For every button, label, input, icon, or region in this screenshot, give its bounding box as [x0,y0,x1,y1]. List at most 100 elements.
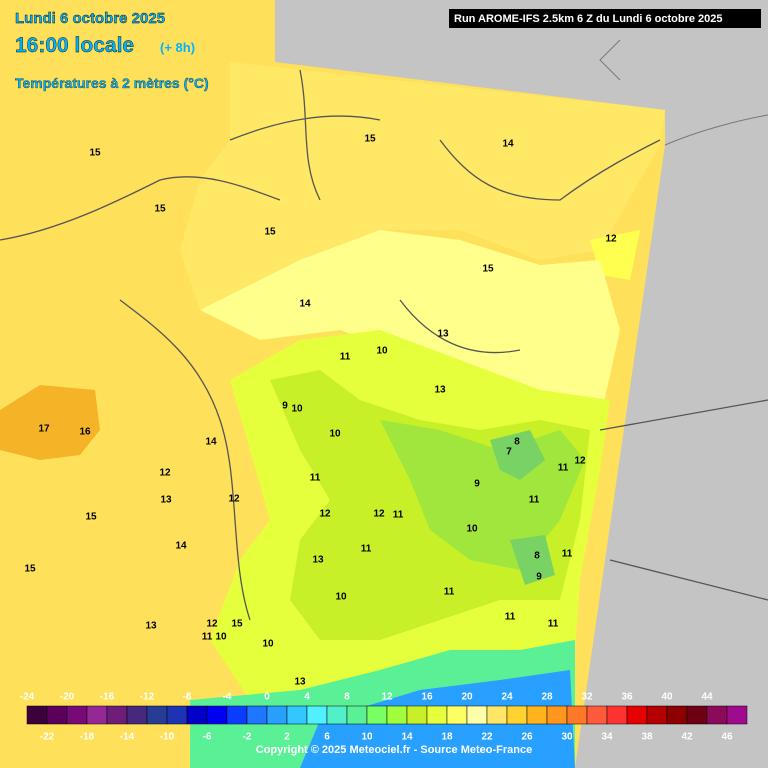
contour-label: 11 [529,495,540,506]
contour-label: 16 [79,427,91,438]
legend-cell [306,705,328,725]
legend-cell [126,705,148,725]
legend-cell [606,705,628,725]
contour-label: 11 [505,612,516,623]
legend-cell [546,705,568,725]
legend-bottom-label: 6 [324,732,330,743]
time: 16:00 locale [15,34,134,57]
legend-cell [586,705,608,725]
legend-cell [266,705,288,725]
contour-label: 15 [85,512,97,523]
legend-bottom-label: -10 [160,732,175,743]
contour-label: 9 [474,479,480,490]
contour-label: 12 [319,509,331,520]
contour-label: 10 [215,632,227,643]
legend-bottom-label: -22 [40,732,55,743]
contour-label: 10 [376,346,388,357]
offset: (+ 8h) [160,40,195,55]
contour-label: 13 [434,385,446,396]
legend-top-label: -16 [100,692,115,703]
contour-label: 13 [312,555,324,566]
contour-label: 7 [506,447,512,458]
contour-label: 12 [228,494,240,505]
legend-top-label: 44 [701,692,713,703]
legend-top-label: 8 [344,692,350,703]
legend-bottom-label: 34 [601,732,613,743]
contour-label: 11 [548,619,559,630]
contour-label: 10 [329,429,341,440]
run-banner [449,9,761,28]
contour-label: 10 [466,524,478,535]
contour-label: 13 [145,621,157,632]
legend-bottom-label: 22 [481,732,493,743]
contour-label: 10 [262,639,274,650]
contour-label: 11 [562,549,573,560]
legend-cell [146,705,168,725]
contour-label: 8 [534,551,540,562]
legend-cell [246,705,268,725]
legend-cell [566,705,588,725]
contour-label: 11 [340,352,351,363]
legend-bottom-label: 46 [721,732,733,743]
legend-bottom-label: 38 [641,732,653,743]
legend-bottom-label: 14 [401,732,413,743]
legend-top-label: -8 [183,692,192,703]
contour-label: 14 [299,299,311,310]
contour-label: 12 [574,456,586,467]
contour-label: 15 [154,204,166,215]
contour-label: 11 [310,473,321,484]
legend-top-label: -4 [223,692,232,703]
zone-14 [180,62,665,310]
legend-top-label: 4 [304,692,310,703]
legend-top-label: 28 [541,692,553,703]
contour-label: 10 [335,592,347,603]
copyright: Copyright © 2025 Meteociel.fr - Source M… [256,744,532,756]
contour-label: 12 [373,509,385,520]
contour-label: 11 [393,510,404,521]
zone-8b [510,535,555,585]
contour-label: 11 [202,632,213,643]
legend-cell [86,705,108,725]
legend-cell [366,705,388,725]
contour-label: 15 [24,564,36,575]
legend-cell [326,705,348,725]
legend-cell [486,705,508,725]
contour-label: 11 [444,587,455,598]
run-info: Run AROME-IFS 2.5km 6 Z du Lundi 6 octob… [454,13,723,25]
contour-label: 17 [38,424,50,435]
contour-label: 12 [206,619,218,630]
legend-cell [506,705,528,725]
contour-label: 15 [231,619,243,630]
contour-label: 13 [437,329,449,340]
legend-bottom-label: -18 [80,732,95,743]
legend-top-label: 32 [581,692,593,703]
legend-top-label: 36 [621,692,633,703]
legend-cell [386,705,408,725]
legend-cell [726,705,748,725]
legend-top-label: 20 [461,692,473,703]
legend-cell [186,705,208,725]
legend-bottom-label: 10 [361,732,373,743]
borders [0,69,768,621]
legend-bottom-label: 2 [284,732,290,743]
legend-cell [466,705,488,725]
legend-bottom-label: -14 [120,732,135,743]
legend-bottom-label: 42 [681,732,693,743]
date: Lundi 6 octobre 2025 [15,10,165,27]
legend-cell [106,705,128,725]
contour-label: 10 [291,404,303,415]
contour-label: 13 [294,677,306,688]
legend-cell [666,705,688,725]
legend-bottom-label: -2 [243,732,252,743]
legend-cell [66,705,88,725]
legend-cell [166,705,188,725]
contour-label: 11 [361,544,372,555]
zone-12 [590,230,640,280]
parameter: Températures à 2 mètres (°C) [15,75,209,91]
contour-label: 14 [502,139,514,150]
legend-top-label: 0 [264,692,270,703]
legend-cell [446,705,468,725]
